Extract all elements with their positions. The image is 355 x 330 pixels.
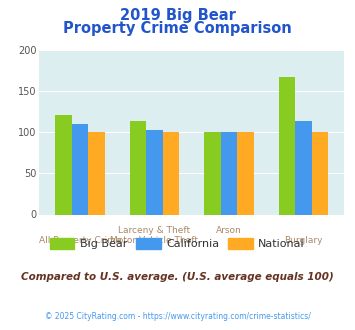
Text: Motor Vehicle Theft: Motor Vehicle Theft [110,236,198,245]
Bar [279,77,295,214]
Text: Larceny & Theft: Larceny & Theft [119,226,191,235]
Bar [221,132,237,214]
Text: Compared to U.S. average. (U.S. average equals 100): Compared to U.S. average. (U.S. average … [21,272,334,282]
Text: 2019 Big Bear: 2019 Big Bear [120,8,235,23]
Bar [72,124,88,214]
Bar [146,130,163,214]
Text: All Property Crime: All Property Crime [39,236,121,245]
Bar [237,132,253,214]
Text: Arson: Arson [216,226,242,235]
Text: Property Crime Comparison: Property Crime Comparison [63,21,292,36]
Bar [130,121,146,214]
Bar [88,132,105,214]
Legend: Big Bear, California, National: Big Bear, California, National [50,238,305,249]
Text: Burglary: Burglary [284,236,323,245]
Bar [295,121,312,214]
Text: © 2025 CityRating.com - https://www.cityrating.com/crime-statistics/: © 2025 CityRating.com - https://www.city… [45,312,310,321]
Bar [163,132,179,214]
Bar [55,115,72,214]
Bar [204,132,221,214]
Bar [312,132,328,214]
